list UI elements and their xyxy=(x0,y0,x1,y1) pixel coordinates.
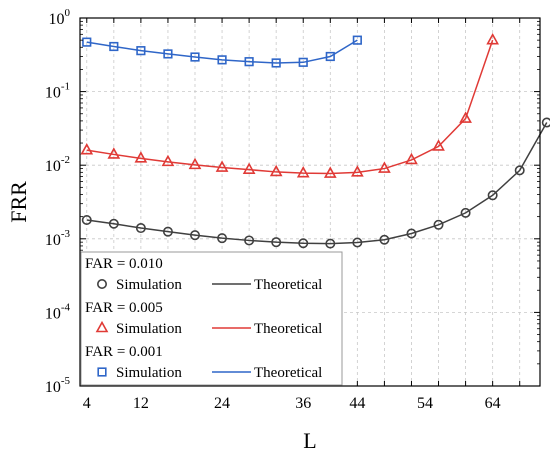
simulation-point xyxy=(163,49,173,59)
x-axis-ticks: 4 12 24 36 44 54 64 xyxy=(83,18,521,412)
y-tick-label: 10-2 xyxy=(45,154,70,175)
legend-simulation-label: Simulation xyxy=(116,365,182,381)
simulation-point xyxy=(161,154,175,167)
simulation-point xyxy=(269,164,283,177)
legend-marker xyxy=(95,320,109,333)
simulation-point xyxy=(296,165,310,178)
simulation-point xyxy=(217,55,227,65)
y-tick-label: 10-1 xyxy=(45,81,70,102)
simulation-point xyxy=(244,57,254,67)
y-tick-label: 10-5 xyxy=(45,375,71,396)
simulation-point xyxy=(82,37,92,47)
x-tick-label: 36 xyxy=(295,395,311,412)
series-group-1 xyxy=(81,117,550,249)
simulation-point xyxy=(514,165,525,176)
theoretical-line xyxy=(86,39,494,175)
simulation-point xyxy=(459,111,472,123)
simulation-point xyxy=(215,160,229,172)
simulation-point xyxy=(433,219,444,230)
y-tick-label: 10-3 xyxy=(45,228,71,249)
legend-simulation-label: Simulation xyxy=(116,277,182,293)
simulation-point xyxy=(135,223,146,234)
simulation-point xyxy=(350,165,364,177)
simulation-point xyxy=(271,237,282,248)
legend-theoretical-label: Theoretical xyxy=(254,277,322,293)
simulation-point xyxy=(298,57,308,67)
x-tick-label: 24 xyxy=(214,395,230,412)
legend-simulation-label: Simulation xyxy=(116,321,182,337)
legend-far-label: FAR = 0.010 xyxy=(85,256,163,272)
legend-marker xyxy=(97,367,107,377)
x-tick-label: 44 xyxy=(349,395,365,412)
simulation-point xyxy=(188,157,202,170)
simulation-point xyxy=(136,46,146,56)
legend-theoretical-label: Theoretical xyxy=(254,321,322,337)
x-tick-label: 54 xyxy=(417,395,433,412)
x-tick-label: 12 xyxy=(133,395,149,412)
simulation-point xyxy=(460,207,471,218)
legend-theoretical-label: Theoretical xyxy=(254,365,322,381)
plot-frame xyxy=(79,17,541,387)
simulation-point xyxy=(323,166,337,178)
simulation-point xyxy=(244,235,255,246)
simulation-point xyxy=(378,161,391,173)
simulation-point xyxy=(271,58,281,68)
simulation-point xyxy=(108,218,119,229)
simulation-point xyxy=(325,51,335,62)
x-tick-label: 64 xyxy=(485,395,501,412)
series-layer xyxy=(80,33,550,249)
simulation-point xyxy=(487,190,498,201)
series-group-2 xyxy=(80,33,500,178)
x-axis-label: L xyxy=(303,428,316,453)
simulation-point xyxy=(486,33,500,45)
simulation-point xyxy=(541,117,550,128)
simulation-point xyxy=(405,152,418,165)
legend-marker xyxy=(97,278,108,289)
simulation-point xyxy=(190,230,201,241)
y-tick-label: 10-4 xyxy=(45,301,71,322)
simulation-point xyxy=(107,147,121,159)
theoretical-line xyxy=(86,122,548,245)
simulation-point xyxy=(134,151,148,163)
simulation-point xyxy=(109,41,119,52)
theoretical-line xyxy=(86,39,358,64)
simulation-point xyxy=(217,233,228,244)
simulation-point xyxy=(298,238,309,249)
simulation-point xyxy=(80,143,94,155)
legend: FAR = 0.010 Simulation Theoretical FAR = 0.… xyxy=(80,251,343,386)
simulation-point xyxy=(406,228,417,239)
simulation-point xyxy=(432,139,445,151)
simulation-point xyxy=(352,237,363,248)
simulation-point xyxy=(325,238,336,249)
simulation-point xyxy=(379,234,390,245)
legend-box xyxy=(80,251,343,386)
simulation-point xyxy=(81,215,92,226)
y-tick-label: 100 xyxy=(49,7,71,28)
simulation-point xyxy=(162,226,173,237)
simulation-point xyxy=(352,35,362,45)
legend-far-label: FAR = 0.001 xyxy=(85,344,163,360)
simulation-point xyxy=(190,52,200,62)
x-tick-label: 4 xyxy=(83,395,91,412)
y-axis-label: FRR xyxy=(6,181,31,223)
simulation-point xyxy=(242,162,256,174)
series-group-3 xyxy=(82,35,362,68)
legend-far-label: FAR = 0.005 xyxy=(85,300,163,316)
